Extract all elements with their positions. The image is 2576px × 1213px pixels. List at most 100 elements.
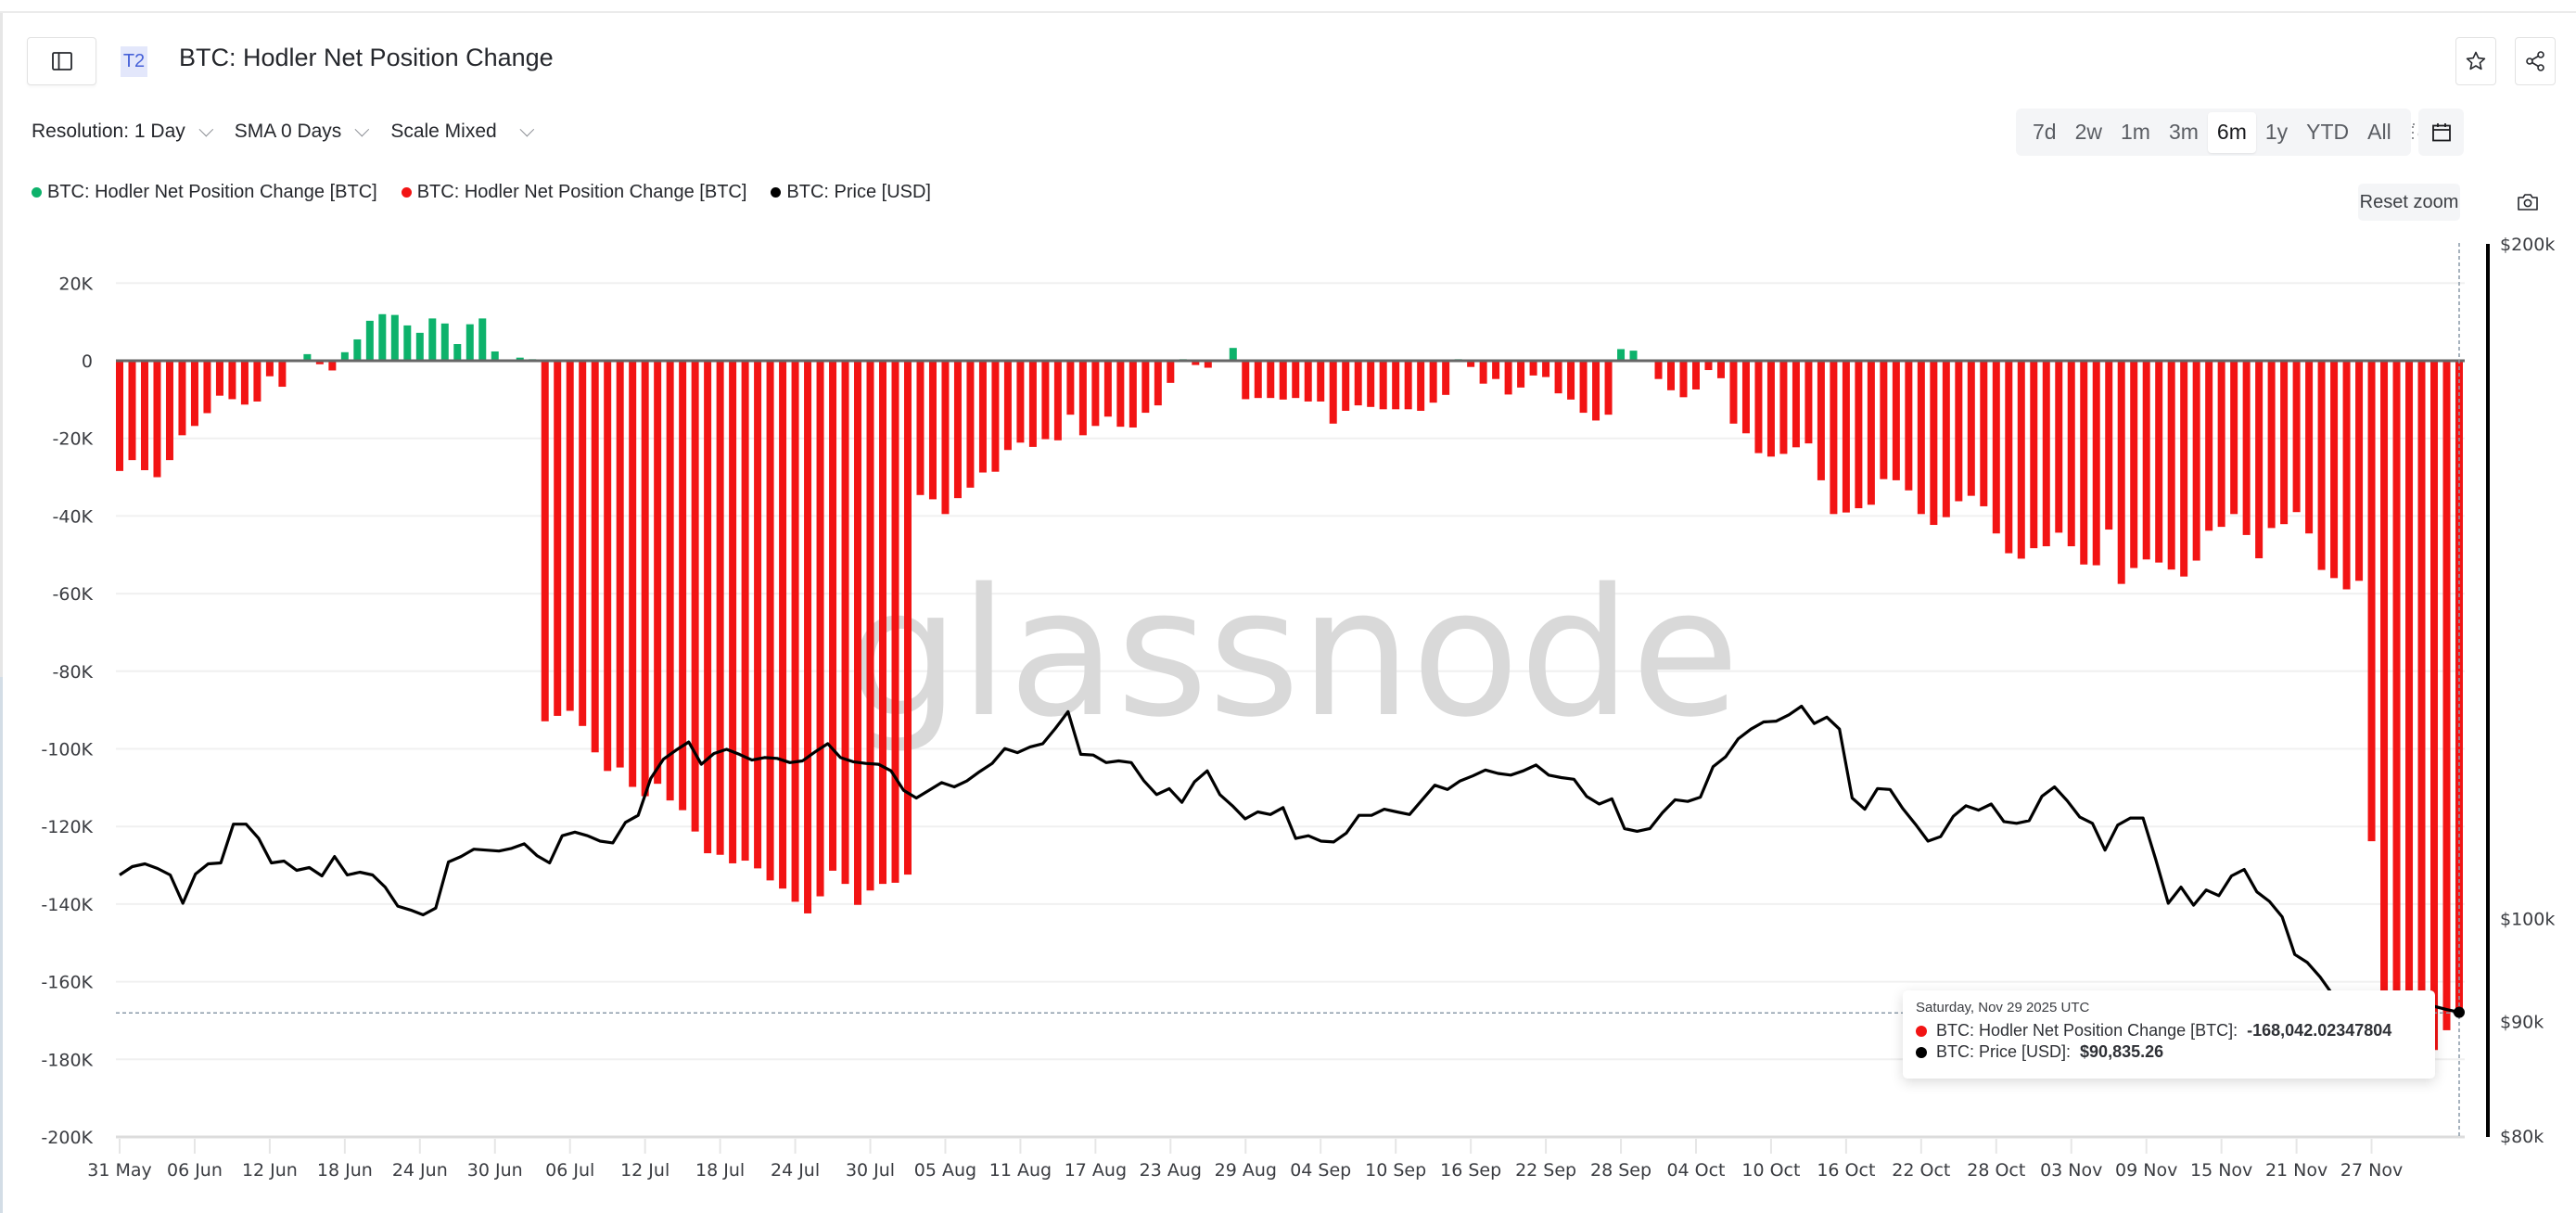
net-position-bar[interactable]: [1579, 361, 1588, 414]
net-position-bar[interactable]: [1467, 361, 1475, 367]
net-position-bar[interactable]: [2217, 361, 2225, 528]
net-position-bar[interactable]: [340, 351, 349, 361]
net-position-bar[interactable]: [1279, 361, 1287, 400]
net-position-bar[interactable]: [2205, 361, 2213, 531]
price-line[interactable]: [119, 704, 2460, 1065]
net-position-bar[interactable]: [816, 361, 824, 897]
net-position-bar[interactable]: [1667, 361, 1676, 390]
range-3m[interactable]: 3m: [2168, 120, 2199, 144]
net-position-bar[interactable]: [779, 361, 787, 889]
range-1y[interactable]: 1y: [2264, 120, 2289, 144]
net-position-bar[interactable]: [2080, 361, 2088, 565]
net-position-bar[interactable]: [240, 361, 249, 405]
net-position-bar[interactable]: [2017, 361, 2025, 559]
net-position-bar[interactable]: [1917, 361, 1925, 515]
net-position-bar[interactable]: [1529, 361, 1537, 376]
net-position-bar[interactable]: [415, 332, 424, 361]
net-position-bar[interactable]: [2180, 361, 2188, 577]
net-position-bar[interactable]: [1342, 361, 1350, 411]
net-position-bar[interactable]: [2292, 361, 2301, 513]
net-position-bar[interactable]: [1867, 361, 1875, 505]
net-position-bar[interactable]: [1729, 361, 1738, 424]
net-position-bar[interactable]: [2117, 361, 2125, 584]
net-position-bar[interactable]: [554, 361, 562, 716]
net-position-bar[interactable]: [1779, 361, 1788, 454]
net-position-bar[interactable]: [1267, 361, 1275, 399]
net-position-bar[interactable]: [2155, 361, 2163, 563]
favorite-button[interactable]: [2455, 37, 2496, 85]
range-2w[interactable]: 2w: [2074, 120, 2102, 144]
net-position-bar[interactable]: [228, 361, 236, 400]
net-position-bar[interactable]: [766, 361, 774, 881]
net-position-bar[interactable]: [253, 361, 261, 402]
net-position-bar[interactable]: [1967, 361, 1975, 496]
legend-item-net-position-negative[interactable]: BTC: Hodler Net Position Change [BTC]: [401, 182, 746, 203]
range-all[interactable]: All: [2367, 120, 2391, 144]
net-position-bar[interactable]: [2342, 361, 2351, 590]
net-position-bar[interactable]: [629, 361, 637, 787]
net-position-bar[interactable]: [153, 361, 161, 478]
net-position-bar[interactable]: [378, 313, 387, 361]
net-position-bar[interactable]: [1028, 361, 1037, 447]
net-position-bar[interactable]: [315, 361, 324, 364]
net-position-bar[interactable]: [616, 361, 624, 768]
net-position-bar[interactable]: [190, 361, 198, 427]
net-position-bar[interactable]: [604, 361, 612, 772]
share-button[interactable]: [2515, 37, 2556, 85]
net-position-bar[interactable]: [1192, 361, 1200, 365]
net-position-bar[interactable]: [1766, 361, 1775, 457]
net-position-bar[interactable]: [2367, 361, 2376, 842]
date-picker-button[interactable]: [2418, 109, 2464, 156]
net-position-bar[interactable]: [2242, 361, 2251, 535]
net-position-bar[interactable]: [591, 361, 599, 753]
net-position-bar[interactable]: [2442, 361, 2451, 1030]
net-position-bar[interactable]: [866, 361, 874, 891]
net-position-bar[interactable]: [1154, 361, 1162, 406]
net-position-bar[interactable]: [754, 361, 762, 869]
net-position-bar[interactable]: [903, 361, 912, 875]
reset-zoom-button[interactable]: Reset zoom: [2358, 184, 2460, 221]
net-position-bar[interactable]: [1254, 361, 1262, 399]
net-position-bar[interactable]: [1830, 361, 1838, 515]
net-position-bar[interactable]: [928, 361, 937, 500]
screenshot-button[interactable]: [2515, 189, 2541, 215]
net-position-bar[interactable]: [704, 361, 712, 854]
net-position-bar[interactable]: [1492, 361, 1500, 379]
net-position-bar[interactable]: [1654, 361, 1663, 379]
net-position-bar[interactable]: [1542, 361, 1550, 377]
net-position-bar[interactable]: [654, 361, 662, 785]
net-position-bar[interactable]: [2055, 361, 2063, 533]
net-position-bar[interactable]: [265, 361, 274, 377]
net-position-bar[interactable]: [1317, 361, 1325, 402]
net-position-bar[interactable]: [1429, 361, 1437, 403]
net-position-bar[interactable]: [303, 353, 312, 361]
net-position-bar[interactable]: [2392, 361, 2401, 1041]
net-position-bar[interactable]: [941, 361, 950, 515]
legend-item-net-position-positive[interactable]: BTC: Hodler Net Position Change [BTC]: [32, 182, 377, 203]
net-position-bar[interactable]: [641, 361, 649, 797]
net-position-bar[interactable]: [1442, 361, 1450, 395]
net-position-bar[interactable]: [328, 361, 337, 371]
net-position-bar[interactable]: [966, 361, 975, 488]
net-position-bar[interactable]: [1242, 361, 1250, 400]
net-position-bar[interactable]: [2430, 361, 2439, 1051]
net-position-bar[interactable]: [440, 323, 449, 361]
range-7d[interactable]: 7d: [2033, 120, 2057, 144]
net-position-bar[interactable]: [879, 361, 887, 885]
net-position-bar[interactable]: [2317, 361, 2326, 570]
net-position-bar[interactable]: [1392, 361, 1400, 410]
net-position-bar[interactable]: [491, 351, 499, 361]
net-position-bar[interactable]: [1367, 361, 1375, 407]
net-position-bar[interactable]: [991, 361, 1000, 472]
toggle-sidebar-button[interactable]: [27, 37, 96, 85]
net-position-bar[interactable]: [1417, 361, 1425, 411]
net-position-bar[interactable]: [1016, 361, 1025, 443]
net-position-bar[interactable]: [1066, 361, 1075, 415]
net-position-bar[interactable]: [1504, 361, 1512, 395]
net-position-bar[interactable]: [1704, 361, 1713, 371]
net-position-bar[interactable]: [566, 361, 574, 711]
net-position-bar[interactable]: [1691, 361, 1700, 389]
net-position-bar[interactable]: [666, 361, 674, 801]
net-position-bar[interactable]: [1592, 361, 1600, 421]
